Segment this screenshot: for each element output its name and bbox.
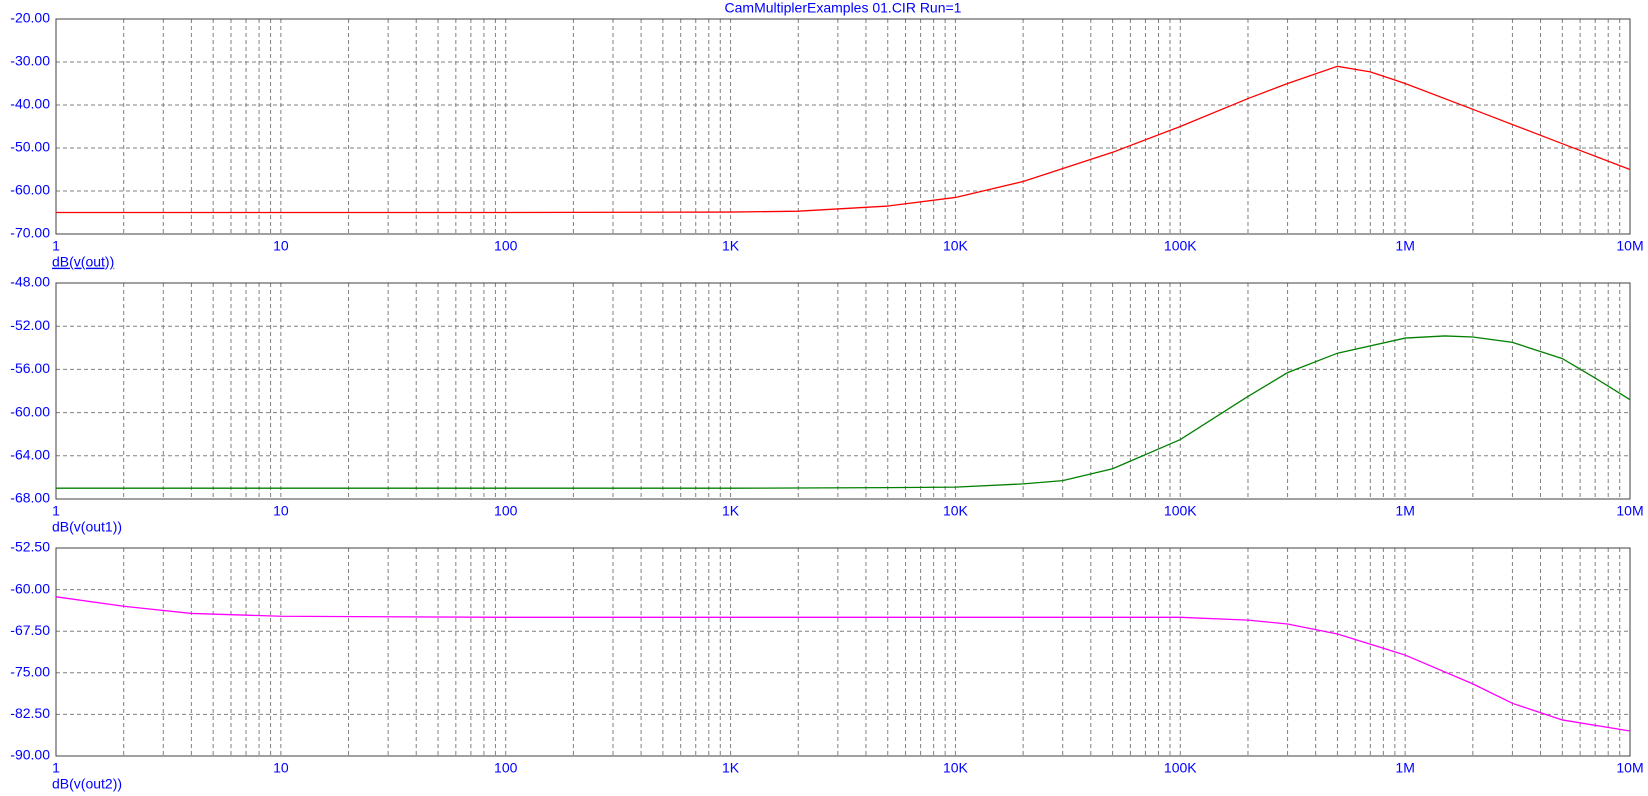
plot-frame (55, 282, 1631, 500)
x-tick-label: 100K (1164, 503, 1197, 519)
series-line (56, 65, 1631, 214)
y-tick-label: -82.50 (10, 705, 50, 721)
x-tick-label: 100 (494, 760, 518, 776)
chart-title: CamMultiplerExamples 01.CIR Run=1 (725, 0, 962, 16)
x-tick-label: 1M (1395, 238, 1414, 254)
y-tick-label: -60.00 (10, 580, 50, 596)
y-tick-label: -52.50 (10, 539, 50, 555)
series-line (55, 596, 1631, 732)
y-tick-label: -50.00 (10, 139, 50, 155)
y-tick-label: -20.00 (10, 10, 50, 26)
y-tick-label: -64.00 (10, 447, 50, 463)
x-tick-label: 1M (1395, 760, 1414, 776)
y-tick-label: -40.00 (10, 96, 50, 112)
y-tick-label: -60.00 (10, 182, 50, 198)
y-tick-label: -68.00 (10, 490, 50, 506)
legend-entry: dB(v(out)) (52, 254, 114, 270)
y-tick-label: -90.00 (10, 747, 50, 763)
y-tick-label: -30.00 (10, 53, 50, 69)
x-tick-label: 10M (1616, 238, 1643, 254)
plot-frame (55, 18, 1631, 235)
x-tick-label: 100K (1164, 760, 1197, 776)
x-tick-label: 1K (722, 503, 740, 519)
y-tick-label: -75.00 (10, 664, 50, 680)
legend-entry: dB(v(out1)) (52, 519, 122, 535)
y-tick-label: -70.00 (10, 225, 50, 241)
plot-frame (55, 547, 1631, 757)
y-tick-label: -56.00 (10, 360, 50, 376)
x-tick-label: 100 (494, 238, 518, 254)
x-tick-label: 10M (1616, 503, 1643, 519)
x-tick-label: 100 (494, 503, 518, 519)
x-tick-label: 1 (52, 760, 60, 776)
x-tick-label: 1K (722, 238, 740, 254)
y-tick-label: -67.50 (10, 622, 50, 638)
y-tick-label: -52.00 (10, 317, 50, 333)
x-tick-label: 10K (943, 760, 969, 776)
x-tick-label: 10 (273, 503, 289, 519)
x-tick-label: 1K (722, 760, 740, 776)
x-tick-label: 1 (52, 503, 60, 519)
y-tick-label: -48.00 (10, 274, 50, 290)
y-tick-label: -60.00 (10, 403, 50, 419)
x-tick-label: 10K (943, 238, 969, 254)
x-tick-label: 1M (1395, 503, 1414, 519)
x-tick-label: 10 (273, 238, 289, 254)
x-tick-label: 10 (273, 760, 289, 776)
x-tick-label: 100K (1164, 238, 1197, 254)
x-tick-label: 10K (943, 503, 969, 519)
legend-entry: dB(v(out2)) (52, 776, 122, 792)
x-tick-label: 1 (52, 238, 60, 254)
series-line (56, 335, 1631, 489)
x-tick-label: 10M (1616, 760, 1643, 776)
